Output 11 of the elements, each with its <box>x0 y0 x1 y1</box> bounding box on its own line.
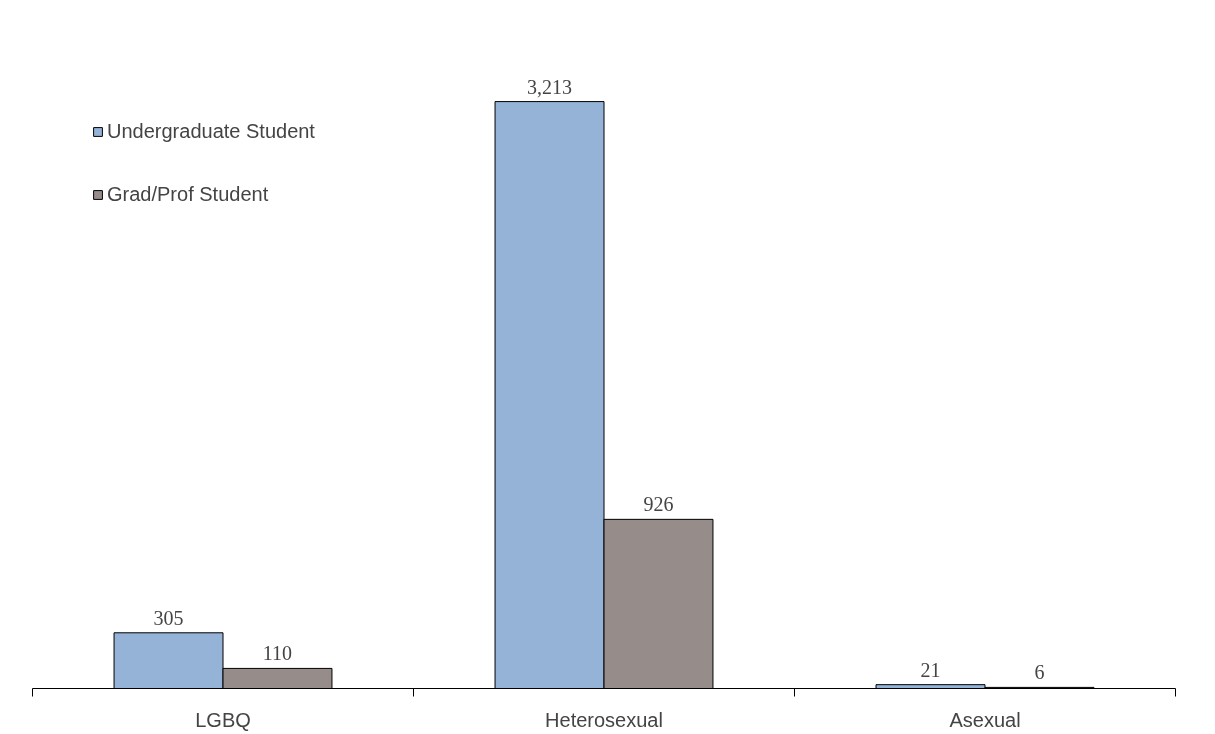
data-label: 305 <box>153 606 184 629</box>
x-tick-label: Asexual <box>949 708 1021 731</box>
x-tick-label: Heterosexual <box>545 708 663 731</box>
legend-label: Grad/Prof Student <box>107 183 269 206</box>
data-label: 926 <box>643 493 674 516</box>
legend-label: Undergraduate Student <box>107 120 315 143</box>
data-label: 21 <box>920 658 941 681</box>
x-tick-label: LGBQ <box>195 708 251 731</box>
data-label: 110 <box>262 642 293 665</box>
data-label: 6 <box>1034 661 1045 684</box>
data-label: 3,213 <box>527 75 573 98</box>
